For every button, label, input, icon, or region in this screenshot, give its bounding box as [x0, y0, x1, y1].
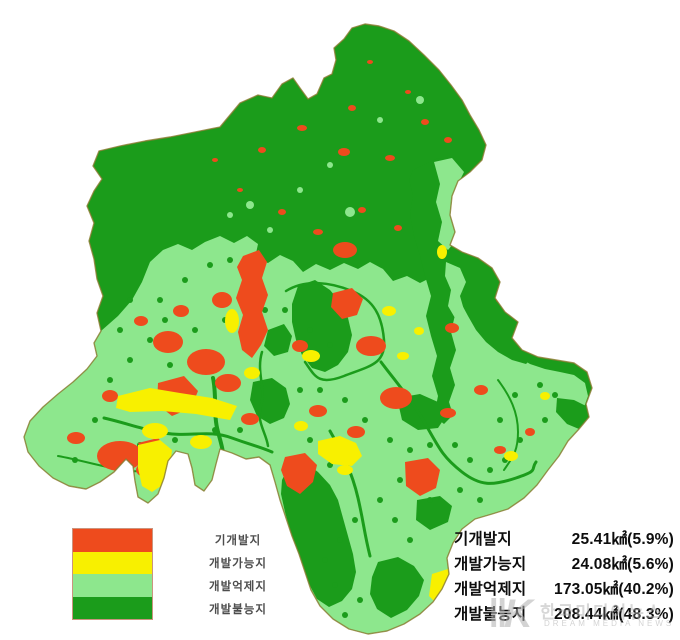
stats-label: 개발가능지	[454, 556, 527, 573]
stats-label: 기개발지	[454, 531, 512, 548]
stats-panel: 기개발지 25.41㎢(5.9%) 개발가능지 24.08㎢(5.6%) 개발억…	[454, 527, 674, 627]
region-boundary	[23, 23, 593, 635]
legend-label-column: 기개발지 개발가능지 개발억제지 개발불능지	[163, 528, 313, 620]
stats-label: 개발억제지	[454, 581, 527, 598]
stats-value: 25.41㎢(5.9%)	[571, 531, 674, 548]
legend-swatch-column	[72, 528, 153, 620]
legend-swatch-developed	[73, 529, 152, 552]
stats-row-developable: 개발가능지 24.08㎢(5.6%)	[454, 552, 674, 577]
restrained-tongues-layer	[434, 158, 466, 318]
stats-value: 24.08㎢(5.6%)	[571, 556, 674, 573]
legend-swatch-restrained	[73, 574, 152, 597]
legend-swatch-developable	[73, 551, 152, 574]
stats-label: 개발불능지	[454, 606, 527, 623]
legend-label-undevelopable: 개발불능지	[209, 603, 267, 616]
stats-row-undevelopable: 개발불능지 208.44㎢(48.3%)	[454, 602, 674, 627]
stats-row-restrained: 개발억제지 173.05㎢(40.2%)	[454, 577, 674, 602]
stats-row-developed: 기개발지 25.41㎢(5.9%)	[454, 527, 674, 552]
legend-label-restrained: 개발억제지	[209, 580, 267, 593]
stats-value: 208.44㎢(48.3%)	[554, 606, 674, 623]
legend-label-developable: 개발가능지	[209, 557, 267, 570]
legend: 기개발지 개발가능지 개발억제지 개발불능지	[72, 528, 322, 620]
legend-swatch-undevelopable	[73, 596, 152, 619]
legend-label-developed: 기개발지	[214, 534, 262, 547]
stats-value: 173.05㎢(40.2%)	[554, 581, 674, 598]
